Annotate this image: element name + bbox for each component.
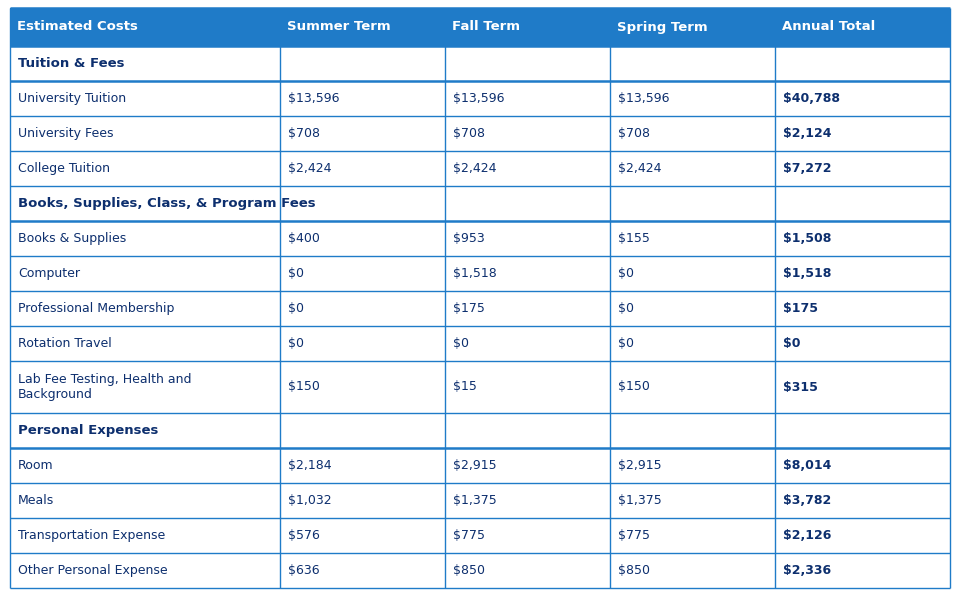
- Bar: [10, 151, 950, 186]
- Text: $2,336: $2,336: [783, 564, 831, 577]
- Bar: [10, 553, 950, 588]
- Bar: [10, 221, 950, 256]
- Text: $1,508: $1,508: [783, 232, 832, 245]
- Text: $636: $636: [288, 564, 319, 577]
- Text: Summer Term: Summer Term: [287, 21, 391, 34]
- Text: $315: $315: [783, 381, 818, 394]
- Text: $1,375: $1,375: [453, 494, 497, 507]
- Text: $576: $576: [288, 529, 319, 542]
- Text: $0: $0: [783, 337, 801, 350]
- Text: Books & Supplies: Books & Supplies: [18, 232, 126, 245]
- Bar: [10, 8, 950, 46]
- Text: Computer: Computer: [18, 267, 80, 280]
- Text: $1,032: $1,032: [288, 494, 332, 507]
- Text: $1,375: $1,375: [618, 494, 662, 507]
- Text: $1,518: $1,518: [783, 267, 832, 280]
- Text: $2,915: $2,915: [618, 459, 662, 472]
- Text: Tuition & Fees: Tuition & Fees: [18, 57, 124, 70]
- Text: University Fees: University Fees: [18, 127, 114, 140]
- Text: $13,596: $13,596: [618, 92, 670, 105]
- Text: $2,184: $2,184: [288, 459, 332, 472]
- Text: Fall Term: Fall Term: [452, 21, 520, 34]
- Text: $15: $15: [453, 381, 477, 394]
- Bar: [10, 483, 950, 518]
- Text: $8,014: $8,014: [783, 459, 832, 472]
- Bar: [10, 81, 950, 116]
- Bar: [10, 326, 950, 361]
- Text: Estimated Costs: Estimated Costs: [17, 21, 138, 34]
- Text: Professional Membership: Professional Membership: [18, 302, 175, 315]
- Text: Meals: Meals: [18, 494, 54, 507]
- Text: $13,596: $13,596: [453, 92, 505, 105]
- Text: College Tuition: College Tuition: [18, 162, 110, 175]
- Text: Spring Term: Spring Term: [617, 21, 707, 34]
- Bar: [10, 518, 950, 553]
- Text: University Tuition: University Tuition: [18, 92, 126, 105]
- Text: $775: $775: [618, 529, 650, 542]
- Text: $0: $0: [288, 337, 304, 350]
- Bar: [10, 116, 950, 151]
- Text: $155: $155: [618, 232, 649, 245]
- Text: $13,596: $13,596: [288, 92, 340, 105]
- Text: $850: $850: [453, 564, 485, 577]
- Text: Personal Expenses: Personal Expenses: [18, 424, 158, 437]
- Text: $1,518: $1,518: [453, 267, 497, 280]
- Bar: [10, 361, 950, 413]
- Text: $708: $708: [288, 127, 320, 140]
- Text: $2,126: $2,126: [783, 529, 832, 542]
- Text: $2,424: $2,424: [453, 162, 497, 175]
- Text: $2,915: $2,915: [453, 459, 497, 472]
- Text: $2,124: $2,124: [783, 127, 832, 140]
- Text: Lab Fee Testing, Health and
Background: Lab Fee Testing, Health and Background: [18, 373, 191, 401]
- Text: Annual Total: Annual Total: [782, 21, 875, 34]
- Bar: [10, 186, 950, 221]
- Text: $7,272: $7,272: [783, 162, 832, 175]
- Bar: [10, 291, 950, 326]
- Text: $0: $0: [618, 337, 634, 350]
- Text: $0: $0: [453, 337, 469, 350]
- Text: $40,788: $40,788: [783, 92, 840, 105]
- Text: $0: $0: [288, 267, 304, 280]
- Bar: [10, 46, 950, 81]
- Text: $2,424: $2,424: [288, 162, 332, 175]
- Text: $175: $175: [453, 302, 484, 315]
- Text: Room: Room: [18, 459, 54, 472]
- Bar: [10, 413, 950, 448]
- Text: $400: $400: [288, 232, 319, 245]
- Text: $150: $150: [618, 381, 649, 394]
- Text: Transportation Expense: Transportation Expense: [18, 529, 165, 542]
- Text: $0: $0: [618, 267, 634, 280]
- Text: $2,424: $2,424: [618, 162, 661, 175]
- Text: $175: $175: [783, 302, 818, 315]
- Text: $775: $775: [453, 529, 485, 542]
- Text: $953: $953: [453, 232, 484, 245]
- Bar: [10, 256, 950, 291]
- Text: $0: $0: [618, 302, 634, 315]
- Bar: [10, 448, 950, 483]
- Text: $0: $0: [288, 302, 304, 315]
- Text: $150: $150: [288, 381, 319, 394]
- Text: $708: $708: [618, 127, 650, 140]
- Text: $708: $708: [453, 127, 485, 140]
- Text: Books, Supplies, Class, & Program Fees: Books, Supplies, Class, & Program Fees: [18, 197, 316, 210]
- Text: $3,782: $3,782: [783, 494, 831, 507]
- Text: $850: $850: [618, 564, 650, 577]
- Text: Other Personal Expense: Other Personal Expense: [18, 564, 168, 577]
- Text: Rotation Travel: Rotation Travel: [18, 337, 112, 350]
